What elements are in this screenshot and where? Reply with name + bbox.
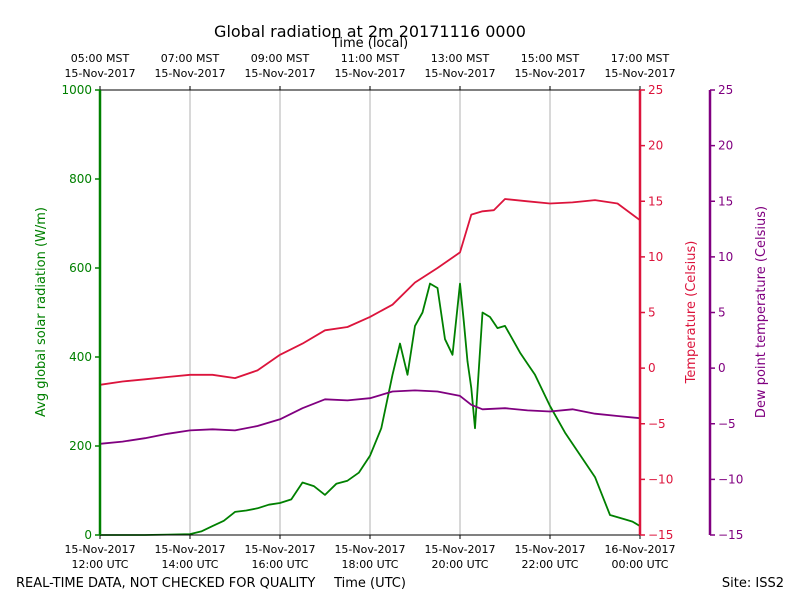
top-tick-date: 15-Nov-2017 [424,67,495,80]
bottom-tick-time: 18:00 UTC [341,558,398,571]
top-tick-date: 15-Nov-2017 [514,67,585,80]
bottom-tick-date: 15-Nov-2017 [424,543,495,556]
left-tick-label: 200 [69,439,92,453]
bottom-tick-time: 20:00 UTC [431,558,488,571]
right1-tick-label: 0 [648,361,656,375]
right2-tick-label: 10 [718,250,733,264]
series-layer [99,198,641,536]
bottom-tick-date: 15-Nov-2017 [64,543,135,556]
bottom-tick-time: 16:00 UTC [251,558,308,571]
bottom-tick-date: 15-Nov-2017 [154,543,225,556]
top-tick-time: 13:00 MST [431,52,490,65]
left-tick-label: 600 [69,261,92,275]
right2-tick-label: 20 [718,139,733,153]
right1-tick-label: −15 [648,528,673,542]
left-tick-label: 400 [69,350,92,364]
bottom-tick-date: 15-Nov-2017 [334,543,405,556]
top-tick-date: 15-Nov-2017 [244,67,315,80]
right2-tick-label: 0 [718,361,726,375]
left-axis-label: Avg global solar radiation (W/m) [34,207,49,417]
right2-tick-label: 15 [718,194,733,208]
right1-tick-label: 15 [648,194,663,208]
quality-footer: REAL-TIME DATA, NOT CHECKED FOR QUALITY [16,576,315,591]
right2-tick-label: −10 [718,472,743,486]
top-tick-time: 15:00 MST [521,52,580,65]
right1-tick-label: 25 [648,83,663,97]
bottom-tick-time: 12:00 UTC [71,558,128,571]
site-footer: Site: ISS2 [722,576,784,591]
bottom-tick-time: 22:00 UTC [521,558,578,571]
right1-tick-label: 10 [648,250,663,264]
top-tick-time: 09:00 MST [251,52,310,65]
right1-tick-label: −5 [648,417,666,431]
top-tick-date: 15-Nov-2017 [334,67,405,80]
top-tick-time: 07:00 MST [161,52,220,65]
right2-tick-label: −5 [718,417,736,431]
axes-layer: 15-Nov-2017 12:00 UTC 05:00 MST 15-Nov-2017… [61,52,743,571]
top-tick-time: 17:00 MST [611,52,670,65]
left-tick-label: 0 [84,528,92,542]
right2-axis-label: Dew point temperature (Celsius) [754,206,769,418]
right1-tick-label: 5 [648,306,656,320]
right1-tick-label: −10 [648,472,673,486]
left-tick-label: 1000 [61,83,92,97]
bottom-tick-date: 15-Nov-2017 [244,543,315,556]
bottom-tick-date: 15-Nov-2017 [514,543,585,556]
right2-tick-label: 25 [718,83,733,97]
left-tick-label: 800 [69,172,92,186]
bottom-axis-label: Time (UTC) [333,576,406,591]
bottom-tick-date: 16-Nov-2017 [604,543,675,556]
top-tick-date: 15-Nov-2017 [154,67,225,80]
series-line-right2 [99,389,641,445]
right1-axis-label: Temperature (Celsius) [684,241,699,385]
top-axis-label: Time (local) [331,36,408,51]
chart-title: Global radiation at 2m 20171116 0000 [214,22,526,41]
series-line-left [100,282,641,536]
top-tick-date: 15-Nov-2017 [64,67,135,80]
right2-tick-label: −15 [718,528,743,542]
top-tick-date: 15-Nov-2017 [604,67,675,80]
top-tick-time: 05:00 MST [71,52,130,65]
top-tick-time: 11:00 MST [341,52,400,65]
right2-tick-label: 5 [718,306,726,320]
series-line-right1 [99,198,641,386]
grid-lines [189,90,551,535]
bottom-tick-time: 14:00 UTC [161,558,218,571]
bottom-tick-time: 00:00 UTC [611,558,668,571]
right1-tick-label: 20 [648,139,663,153]
